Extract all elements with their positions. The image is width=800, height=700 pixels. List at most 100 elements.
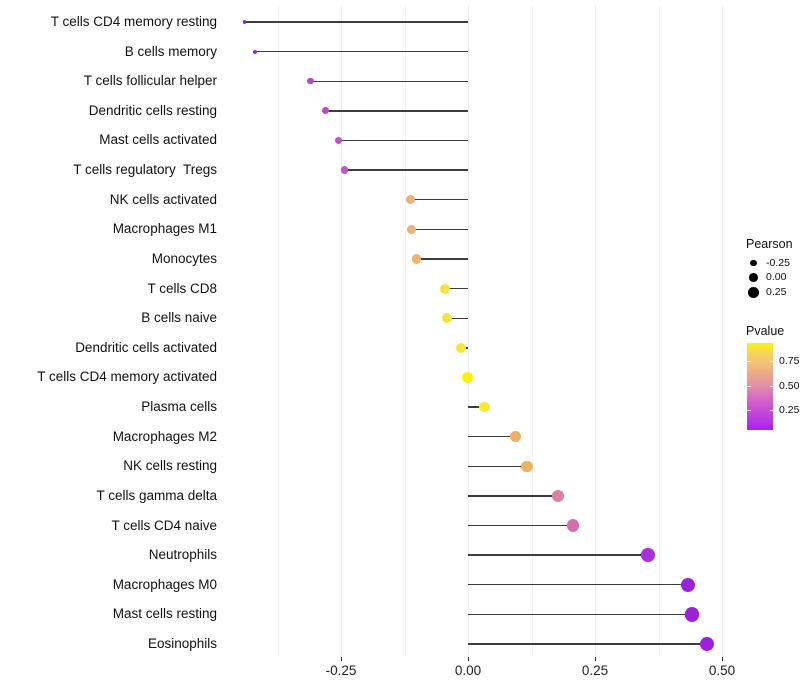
lollipop-dot — [406, 224, 416, 234]
legend-pearson-title: Pearson — [746, 237, 793, 251]
lollipop-stem — [310, 80, 468, 82]
legend: Pearson -0.25 0.00 0.25 Pvalue — [735, 228, 800, 438]
lollipop-dot — [684, 607, 700, 622]
lollipop-dot — [699, 636, 714, 652]
colorbar-tick-label: 0.25 — [779, 404, 800, 417]
legend-size-dot — [750, 259, 757, 267]
lollipop-dot — [455, 342, 466, 353]
colorbar-tick-right — [769, 360, 773, 362]
category-label: Neutrophils — [148, 547, 217, 563]
lollipop-dot — [340, 166, 349, 174]
lollipop-stem — [468, 643, 707, 645]
x-tick-label: -0.25 — [325, 663, 357, 678]
gridline-minor — [531, 6, 533, 657]
gridline-minor — [404, 6, 406, 657]
lollipop-stem — [344, 169, 468, 171]
lollipop-dot — [412, 254, 422, 264]
colorbar-tick-right — [769, 385, 773, 387]
lollipop-dot — [322, 107, 330, 115]
category-label: Dendritic cells resting — [88, 102, 217, 118]
category-label: Mast cells activated — [99, 132, 217, 148]
lollipop-dot — [406, 195, 416, 205]
plot-panel — [221, 6, 730, 657]
category-label: NK cells activated — [109, 191, 217, 207]
lollipop-dot — [478, 401, 490, 413]
category-label: Mast cells resting — [112, 606, 217, 622]
category-label: T cells CD4 memory resting — [50, 14, 217, 29]
lollipop-dot — [680, 577, 696, 592]
lollipop-stem — [468, 435, 516, 438]
category-label: T cells CD4 memory activated — [37, 369, 217, 385]
category-label: T cells CD8 — [147, 280, 217, 296]
colorbar-tick-label: 0.75 — [779, 354, 800, 367]
lollipop-dot — [334, 136, 343, 145]
lollipop-stem — [468, 613, 693, 616]
gridline-minor — [277, 6, 279, 657]
lollipop-dot — [441, 313, 452, 324]
lollipop-stem — [468, 554, 648, 556]
lollipop-dot — [566, 519, 580, 532]
pvalue-colorbar — [747, 343, 773, 430]
lollipop-stem — [468, 584, 688, 586]
x-tick-mark — [340, 657, 342, 661]
lollipop-dot — [252, 49, 257, 54]
x-tick-mark — [467, 657, 469, 661]
gridline-major — [468, 6, 469, 657]
lollipop-stem — [254, 50, 468, 53]
legend-size-dot — [748, 287, 759, 298]
lollipop-dot — [462, 372, 473, 383]
category-label: T cells regulatory Tregs — [73, 162, 217, 178]
legend-size-label: 0.00 — [766, 271, 787, 284]
y-axis-labels: T cells CD4 memory resting B cells memory… — [0, 0, 221, 700]
lollipop-stem — [468, 495, 558, 497]
x-tick-label: 0.00 — [454, 663, 482, 678]
x-tick-label: 0.25 — [581, 663, 609, 678]
lollipop-dot — [242, 20, 247, 24]
lollipop-dot — [521, 460, 533, 473]
category-label: NK cells resting — [123, 458, 217, 474]
colorbar-tick-left — [747, 360, 751, 362]
size-legend-entries: -0.25 0.00 0.25 — [735, 228, 800, 318]
lollipop-stem — [338, 139, 468, 142]
category-label: Macrophages M1 — [112, 221, 217, 237]
legend-size-dot — [749, 273, 758, 283]
category-label: Macrophages M0 — [112, 576, 217, 592]
lollipop-stem — [445, 287, 468, 290]
gridline-major — [595, 6, 596, 657]
lollipop-stem — [411, 228, 468, 231]
colorbar-tick-right — [769, 410, 773, 412]
category-label: B cells naive — [141, 310, 217, 326]
lollipop-dot — [641, 548, 655, 562]
gridline-major — [341, 6, 342, 657]
category-label: Eosinophils — [147, 636, 217, 652]
x-tick-label: 0.50 — [708, 663, 736, 678]
legend-size-label: -0.25 — [766, 256, 790, 269]
lollipop-stem — [468, 406, 485, 408]
colorbar-tick-label: 0.50 — [779, 379, 800, 392]
category-label: T cells gamma delta — [96, 487, 217, 503]
category-label: B cells memory — [124, 43, 217, 59]
colorbar-tick-left — [747, 410, 751, 412]
lollipop-stem — [468, 465, 527, 467]
lollipop-dot — [551, 489, 564, 502]
lollipop-stem — [410, 199, 468, 201]
colorbar-tick-left — [747, 385, 751, 387]
gridline-major — [722, 6, 723, 657]
lollipop-stem — [446, 317, 468, 319]
category-label: Monocytes — [151, 250, 217, 266]
lollipop-stem — [244, 21, 468, 23]
legend-pvalue-title: Pvalue — [746, 324, 785, 338]
lollipop-dot — [307, 78, 314, 85]
category-label: Plasma cells — [141, 399, 217, 415]
x-tick-mark — [721, 657, 723, 661]
x-tick-mark — [594, 657, 596, 661]
legend-size-label: 0.25 — [766, 286, 787, 299]
category-label: T cells CD4 naive — [111, 517, 217, 533]
lollipop-dot — [440, 283, 451, 294]
lollipop-stem — [468, 524, 574, 527]
category-label: Dendritic cells activated — [75, 339, 217, 355]
lollipop-stem — [416, 258, 468, 260]
